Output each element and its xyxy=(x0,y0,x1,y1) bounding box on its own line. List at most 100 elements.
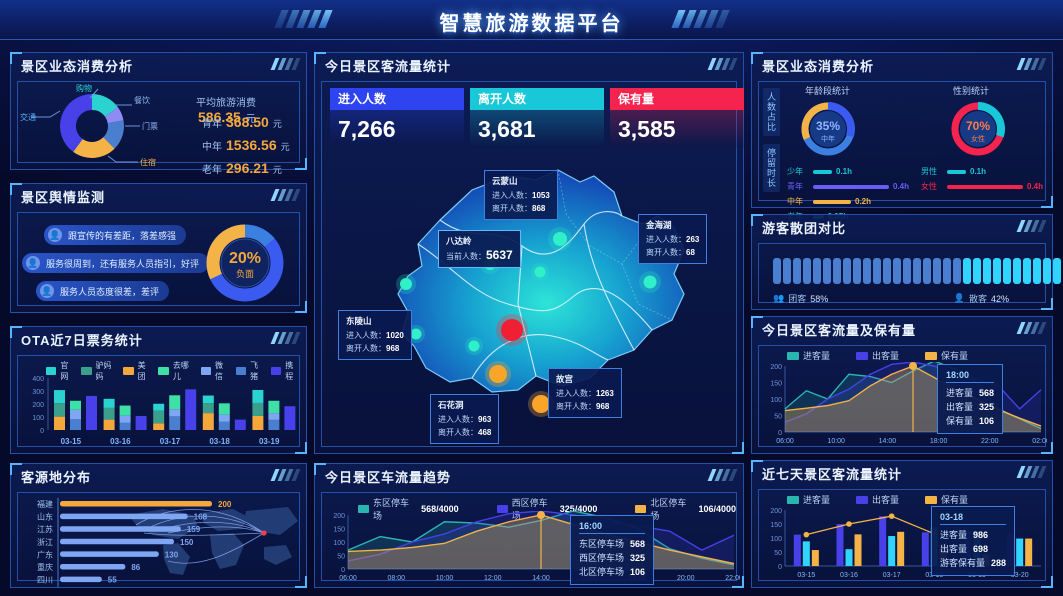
svg-text:广东: 广东 xyxy=(37,549,53,559)
group-left-stat: 👥 团客 58% xyxy=(773,293,829,304)
map-label-shihuadong[interactable]: 石花洞 进入人数：963 离开人数：468 xyxy=(430,394,500,444)
tooltip-value: 325 xyxy=(630,553,646,563)
group-segment xyxy=(963,258,971,284)
svg-text:10:00: 10:00 xyxy=(436,575,454,582)
group-segment xyxy=(783,258,791,284)
svg-text:重庆: 重庆 xyxy=(37,562,53,572)
duration-label: 女性 xyxy=(921,182,937,191)
map-marker-cyan-3 xyxy=(531,263,549,281)
sentiment-comment[interactable]: 👤 跟宣传的有差距，落差感强 xyxy=(44,225,187,245)
duration-value: 0.1h xyxy=(836,167,853,176)
panel-title: 客源地分布 xyxy=(21,470,92,485)
legend-item[interactable]: 进客量 xyxy=(787,493,830,506)
legend-swatch xyxy=(46,367,57,375)
tooltip-row: 西区停车场 325 xyxy=(579,551,645,565)
kpi-card[interactable]: 离开人数 3,681 xyxy=(470,88,604,148)
tooltip-row: 出客量 325 xyxy=(946,400,994,414)
consumption-row-label: 青年 xyxy=(202,119,222,130)
group-icon: 👥 xyxy=(773,293,785,303)
map-marker-cyan-6 xyxy=(465,337,483,355)
map-marker-cyan-5 xyxy=(396,274,416,294)
svg-text:0: 0 xyxy=(778,564,782,571)
svg-text:150: 150 xyxy=(770,522,782,529)
duration-bar xyxy=(813,184,889,189)
tooltip-value: 325 xyxy=(979,402,995,412)
tooltip-value: 986 xyxy=(973,530,989,540)
svg-text:03-15: 03-15 xyxy=(61,437,82,446)
map-label-yunmengshan[interactable]: 云蒙山 进入人数：1053 离开人数：868 xyxy=(484,170,558,220)
svg-text:100: 100 xyxy=(32,415,44,422)
legend-swatch xyxy=(123,367,134,375)
group-segment xyxy=(773,258,781,284)
donut-label-jiaotong: 交通 xyxy=(20,112,36,122)
legend-label: 出客量 xyxy=(872,495,900,505)
map-label-badaling[interactable]: 八达岭 当前人数：5637 xyxy=(438,230,521,268)
group-segment xyxy=(903,258,911,284)
group-segment xyxy=(1023,258,1031,284)
legend-item[interactable]: 保有量 xyxy=(925,493,968,506)
legend-item[interactable]: 微信 xyxy=(200,360,229,382)
svg-text:86: 86 xyxy=(131,563,140,572)
legend-item[interactable]: 官网 xyxy=(46,360,74,382)
car-trend-tooltip: 16:00 东区停车场 568 西区停车场 325 北区停车场 106 xyxy=(570,515,655,585)
legend-stat: 568/4000 xyxy=(421,504,459,514)
tooltip-key: 出客量 xyxy=(946,402,974,412)
consumption-row: 中年 1536.56 元 xyxy=(202,137,290,153)
panel-title: 景区舆情监测 xyxy=(21,190,106,205)
legend-label: 飞猪 xyxy=(250,361,259,381)
panel-title: 景区业态消费分析 xyxy=(762,59,875,74)
legend-item[interactable]: 北区停车场 106/4000 xyxy=(635,496,736,522)
legend-item[interactable]: 驴妈妈 xyxy=(81,360,116,382)
map-label-donglingshan[interactable]: 东陵山 进入人数：1020 离开人数：968 xyxy=(338,310,412,360)
panel-deco-icon xyxy=(270,189,301,201)
group-segment xyxy=(793,258,801,284)
panel-header: 景区舆情监测 xyxy=(11,184,306,210)
tooltip-row: 北区停车场 106 xyxy=(579,565,645,579)
legend-item[interactable]: 保有量 xyxy=(925,349,968,362)
sentiment-comment-text: 跟宣传的有差距，落差感强 xyxy=(68,230,177,241)
legend-item[interactable]: 东区停车场 568/4000 xyxy=(358,496,459,522)
legend-label: 进客量 xyxy=(803,495,831,505)
tooltip-key: 北区停车场 xyxy=(579,567,625,577)
sentiment-comment[interactable]: 👤 服务很周到，还有服务人员指引，好评 xyxy=(22,253,210,273)
legend-label: 出客量 xyxy=(872,351,900,361)
tooltip-key: 进客量 xyxy=(940,530,968,540)
legend-swatch xyxy=(787,495,799,504)
legend-item[interactable]: 去哪儿 xyxy=(158,360,193,382)
sentiment-center-label: 负面 xyxy=(236,268,254,279)
legend-item[interactable]: 西区停车场 325/4000 xyxy=(496,496,597,522)
sentiment-comment[interactable]: 👤 服务人员态度很差，差评 xyxy=(36,281,170,301)
legend-swatch xyxy=(925,495,938,504)
legend-item[interactable]: 飞猪 xyxy=(235,360,264,382)
kpi-card[interactable]: 进入人数 7,266 xyxy=(330,88,464,148)
panel-header: 今日景区客流量统计 xyxy=(315,53,743,79)
panel-deco-icon xyxy=(270,469,301,481)
map-label-gugong[interactable]: 故宫 进入人数：1263 离开人数：968 xyxy=(548,368,622,418)
kpi-cards: 进入人数 7,266 离开人数 3,681 保有量 3,585 xyxy=(330,88,744,148)
svg-text:100: 100 xyxy=(770,536,782,543)
panel-header: 近七天景区客流量统计 xyxy=(752,461,1052,487)
donut-label-canyin: 餐饮 xyxy=(134,95,150,105)
duration-bar xyxy=(813,169,832,174)
group-segment xyxy=(863,258,871,284)
panel-group: 游客散团对比 👥 团客 58% 👤 散客 42% xyxy=(751,214,1061,310)
kpi-card[interactable]: 保有量 3,585 xyxy=(610,88,744,148)
svg-text:22:00: 22:00 xyxy=(981,438,999,445)
donut-label-gouwu: 购物 xyxy=(76,83,92,93)
legend-item[interactable]: 出客量 xyxy=(856,349,899,362)
panel-title: 今日景区车流量趋势 xyxy=(325,470,452,485)
kpi-label: 保有量 xyxy=(610,88,744,110)
legend-item[interactable]: 携程 xyxy=(270,360,299,382)
legend-item[interactable]: 美团 xyxy=(123,360,151,382)
legend-item[interactable]: 出客量 xyxy=(856,493,899,506)
svg-text:50: 50 xyxy=(774,414,782,421)
group-segment-bar xyxy=(773,258,1063,284)
map-label-jinhaihu[interactable]: 金海湖 进入人数：263 离开人数：68 xyxy=(638,214,708,264)
legend-label: 西区停车场 xyxy=(511,498,548,521)
tooltip-key: 保有量 xyxy=(946,416,974,426)
svg-text:18:00: 18:00 xyxy=(930,438,948,445)
consumption-row-label: 老年 xyxy=(202,165,222,176)
legend-item[interactable]: 进客量 xyxy=(787,349,830,362)
map-marker-cyan-4 xyxy=(639,271,661,293)
age-center-value: 35% xyxy=(816,119,840,133)
